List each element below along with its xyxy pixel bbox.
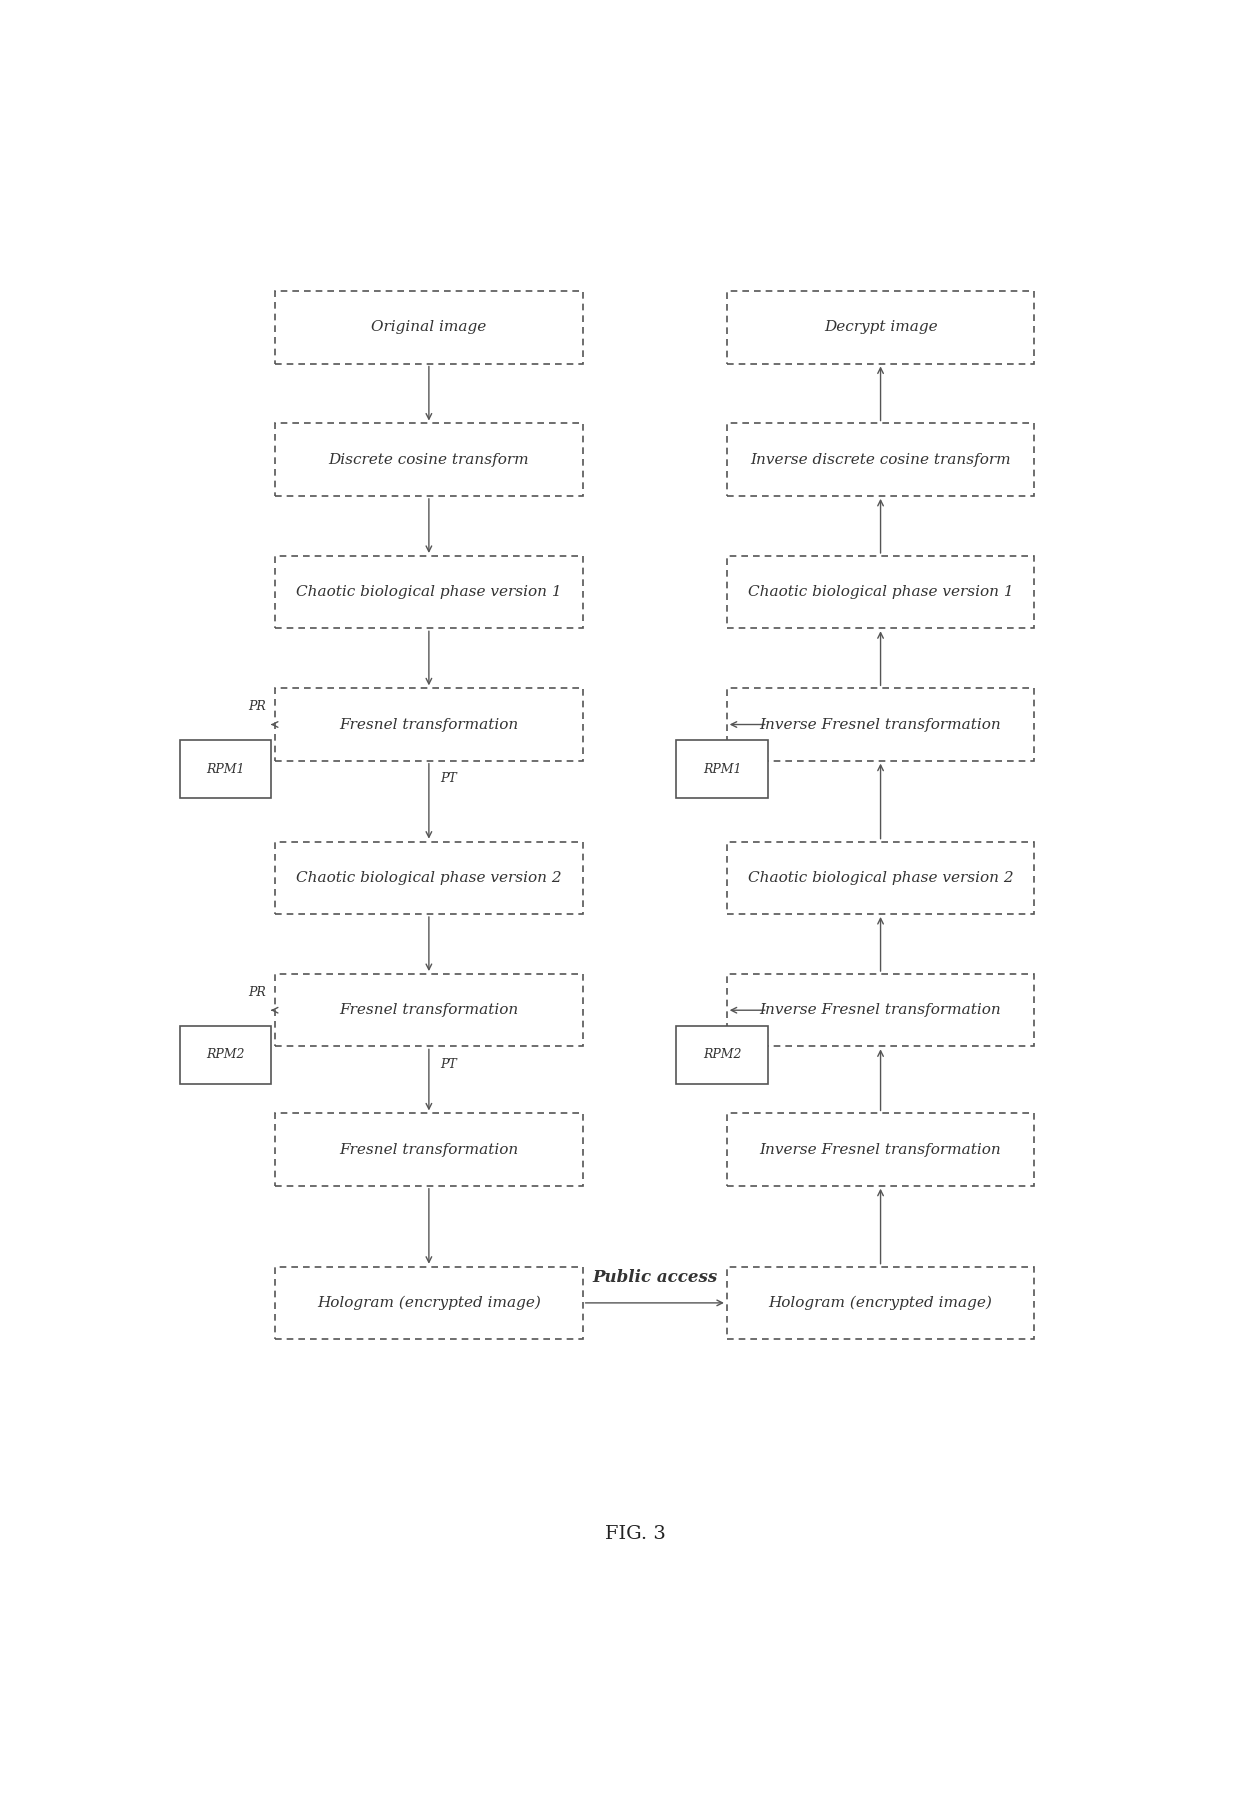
Text: FIG. 3: FIG. 3 <box>605 1526 666 1544</box>
Text: Inverse Fresnel transformation: Inverse Fresnel transformation <box>760 1003 1002 1017</box>
Bar <box>727 291 1034 364</box>
Bar <box>727 556 1034 628</box>
Text: RPM1: RPM1 <box>206 762 244 776</box>
Bar <box>275 1113 583 1186</box>
Bar <box>676 1026 768 1084</box>
Text: Fresnel transformation: Fresnel transformation <box>340 1003 518 1017</box>
Bar <box>727 974 1034 1046</box>
Bar <box>275 424 583 496</box>
Bar <box>727 842 1034 914</box>
Text: RPM1: RPM1 <box>703 762 742 776</box>
Text: Original image: Original image <box>371 320 486 335</box>
Bar <box>727 688 1034 760</box>
Text: PT: PT <box>440 1057 458 1070</box>
Text: PR: PR <box>248 700 265 713</box>
Text: Public access: Public access <box>591 1269 718 1287</box>
Bar <box>180 740 270 798</box>
Bar <box>180 1026 270 1084</box>
Text: Discrete cosine transform: Discrete cosine transform <box>329 452 529 467</box>
Text: Decrypt image: Decrypt image <box>823 320 937 335</box>
Text: Chaotic biological phase version 1: Chaotic biological phase version 1 <box>748 585 1013 599</box>
Text: Fresnel transformation: Fresnel transformation <box>340 1142 518 1157</box>
Bar <box>275 842 583 914</box>
Bar <box>727 1113 1034 1186</box>
Bar <box>676 740 768 798</box>
Text: Inverse discrete cosine transform: Inverse discrete cosine transform <box>750 452 1011 467</box>
Bar <box>275 556 583 628</box>
Bar <box>727 424 1034 496</box>
Text: Hologram (encrypted image): Hologram (encrypted image) <box>769 1296 992 1310</box>
Bar <box>275 291 583 364</box>
Text: Fresnel transformation: Fresnel transformation <box>340 717 518 731</box>
Text: PT: PT <box>440 771 458 786</box>
Bar <box>275 1267 583 1339</box>
Text: RPM2: RPM2 <box>703 1048 742 1061</box>
Text: PR: PR <box>248 986 265 999</box>
Text: Chaotic biological phase version 2: Chaotic biological phase version 2 <box>296 871 562 885</box>
Bar <box>727 1267 1034 1339</box>
Text: RPM2: RPM2 <box>206 1048 244 1061</box>
Text: Chaotic biological phase version 1: Chaotic biological phase version 1 <box>296 585 562 599</box>
Text: Inverse Fresnel transformation: Inverse Fresnel transformation <box>760 717 1002 731</box>
Bar <box>275 974 583 1046</box>
Text: Chaotic biological phase version 2: Chaotic biological phase version 2 <box>748 871 1013 885</box>
Text: Inverse Fresnel transformation: Inverse Fresnel transformation <box>760 1142 1002 1157</box>
Bar <box>275 688 583 760</box>
Text: Hologram (encrypted image): Hologram (encrypted image) <box>317 1296 541 1310</box>
